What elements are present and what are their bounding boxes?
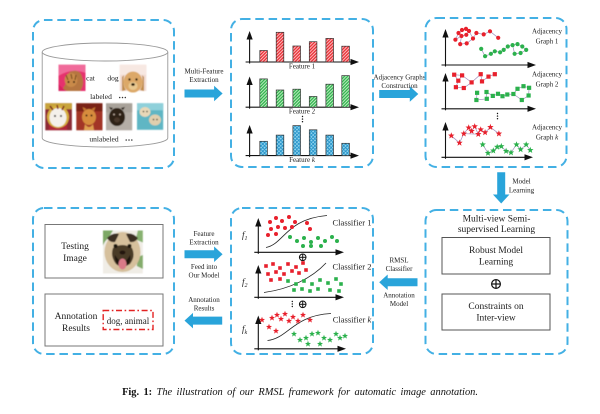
svg-text:Feature 1: Feature 1 xyxy=(289,62,316,70)
svg-text:fk: fk xyxy=(242,324,248,336)
svg-text:Model: Model xyxy=(512,178,530,186)
svg-text:Results: Results xyxy=(194,305,215,313)
svg-text:Image: Image xyxy=(63,254,87,264)
svg-text:Results: Results xyxy=(62,324,90,334)
svg-text:Graph k: Graph k xyxy=(536,134,559,142)
svg-text:Robust Model: Robust Model xyxy=(469,246,523,256)
svg-text:supervised Learning: supervised Learning xyxy=(458,225,536,235)
svg-text:Testing: Testing xyxy=(61,242,89,252)
svg-text:Constraints on: Constraints on xyxy=(468,302,523,312)
svg-text:Adjacency: Adjacency xyxy=(532,28,562,36)
svg-text:Annotation: Annotation xyxy=(383,292,415,300)
svg-text:dog, animal: dog, animal xyxy=(107,316,150,326)
svg-text:Classifier 1: Classifier 1 xyxy=(333,218,372,228)
svg-text:Fig. 1: The illustration of ou: Fig. 1: The illustration of our RMSL fra… xyxy=(122,387,478,398)
svg-text:Annotation: Annotation xyxy=(55,312,98,322)
svg-text:Feature 2: Feature 2 xyxy=(289,108,316,116)
svg-text:unlabeled: unlabeled xyxy=(89,135,118,144)
svg-text:RMSL: RMSL xyxy=(389,257,408,265)
svg-text:Classifier k: Classifier k xyxy=(333,315,372,325)
svg-text:Learning: Learning xyxy=(509,187,535,195)
svg-text:cat: cat xyxy=(86,74,96,83)
svg-text:Adjacency: Adjacency xyxy=(532,124,562,132)
svg-text:dog: dog xyxy=(107,74,119,83)
svg-text:Classifier 2: Classifier 2 xyxy=(333,262,372,272)
svg-text:labeled: labeled xyxy=(90,92,112,101)
svg-text:Feed into: Feed into xyxy=(191,263,218,271)
svg-text:Graph 2: Graph 2 xyxy=(536,81,559,89)
svg-text:Classifier: Classifier xyxy=(386,265,413,273)
svg-text:Adjacency: Adjacency xyxy=(532,71,562,79)
svg-text:Multi-view Semi-: Multi-view Semi- xyxy=(463,215,531,225)
svg-text:Our Model: Our Model xyxy=(189,272,220,280)
svg-text:Extraction: Extraction xyxy=(189,76,219,84)
svg-text:f1: f1 xyxy=(242,230,248,242)
svg-text:Construction: Construction xyxy=(381,82,418,90)
svg-text:Annotation: Annotation xyxy=(188,296,220,304)
svg-text:Feature k: Feature k xyxy=(289,156,316,164)
svg-text:Feature: Feature xyxy=(194,230,215,238)
svg-text:Model: Model xyxy=(390,300,408,308)
svg-text:Learning: Learning xyxy=(479,258,514,268)
svg-text:Graph 1: Graph 1 xyxy=(536,38,559,46)
svg-text:Inter-view: Inter-view xyxy=(476,314,516,324)
svg-text:Multi-Feature: Multi-Feature xyxy=(185,68,224,76)
svg-text:f2: f2 xyxy=(242,277,248,289)
svg-text:Extraction: Extraction xyxy=(189,239,219,247)
svg-text:Adjacency Graphs: Adjacency Graphs xyxy=(374,74,426,82)
